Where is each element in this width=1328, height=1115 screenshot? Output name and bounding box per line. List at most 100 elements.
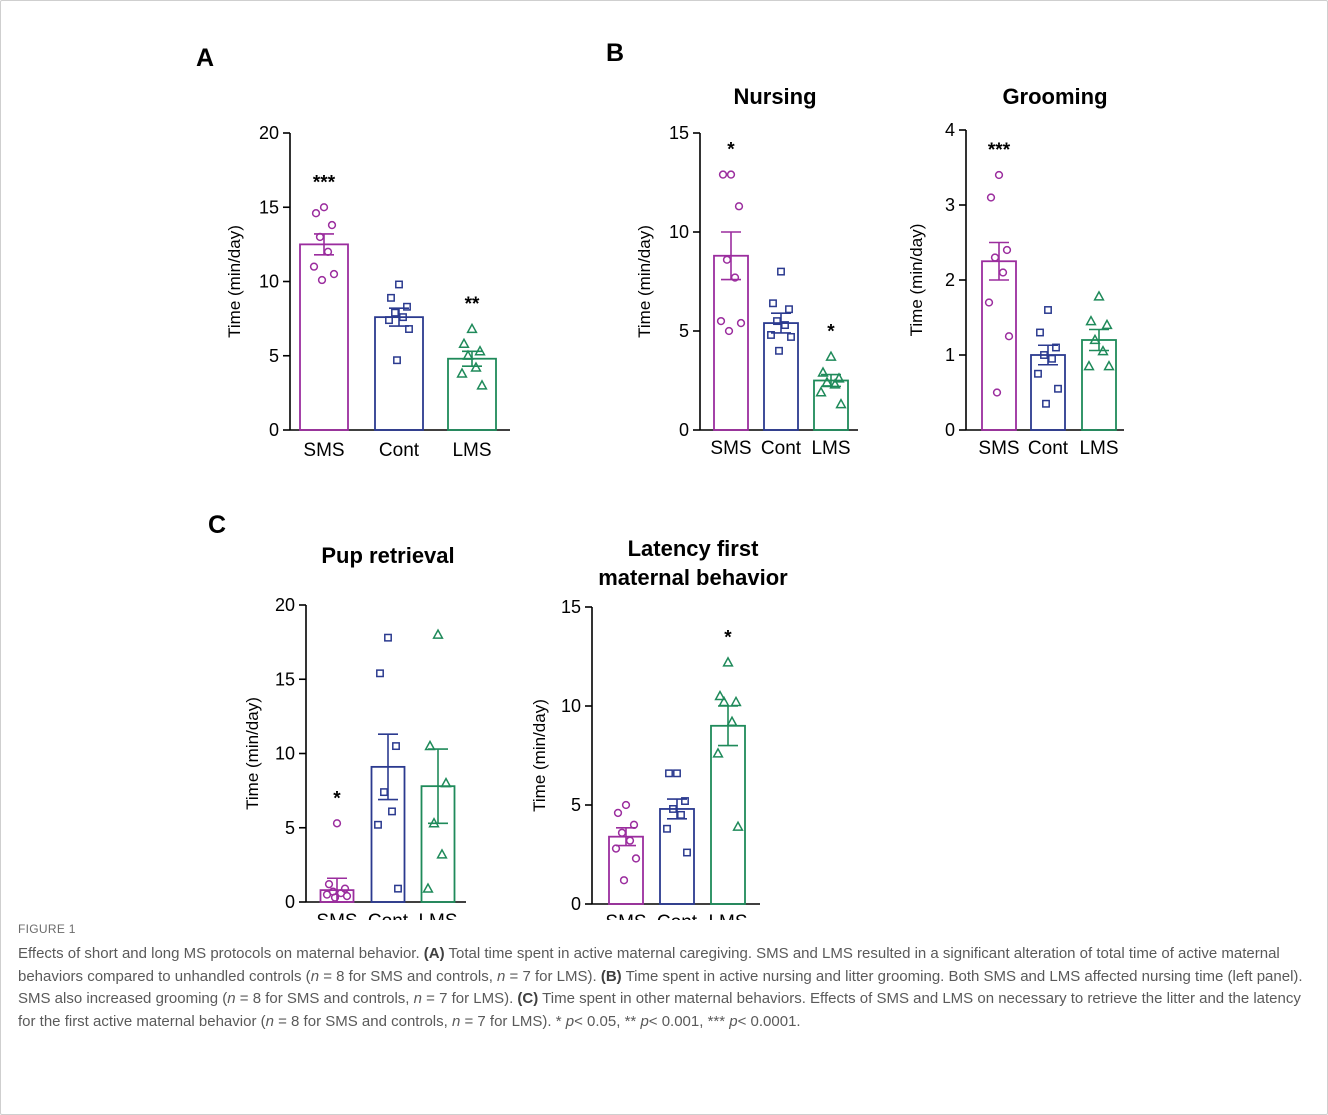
caption-fragment: n bbox=[310, 967, 320, 985]
data-point-cont bbox=[785, 305, 793, 314]
data-point-cont bbox=[391, 308, 399, 317]
data-point-cont bbox=[663, 824, 671, 833]
panel-letter: C bbox=[208, 511, 226, 539]
caption-fragment: n bbox=[451, 1012, 461, 1030]
data-point-sms bbox=[323, 247, 333, 256]
data-point-sms bbox=[625, 836, 635, 845]
data-point-cont bbox=[380, 788, 388, 797]
caption-fragment: p bbox=[640, 1012, 649, 1030]
bar-cont bbox=[659, 808, 695, 905]
x-tick-label: LMS bbox=[811, 438, 850, 459]
data-point-sms bbox=[315, 232, 325, 242]
caption-fragment: Time spent in active nursing and litter … bbox=[18, 967, 1303, 1008]
data-point-sms bbox=[722, 255, 732, 264]
caption-fragment: Effects of short and long MS protocols o… bbox=[18, 945, 424, 962]
data-point-sms bbox=[330, 893, 340, 902]
y-axis-label: Time (min/day) bbox=[530, 699, 549, 812]
data-point-lms bbox=[825, 350, 837, 361]
caption-fragment: p bbox=[565, 1012, 575, 1030]
chart-title: Pup retrieval bbox=[321, 543, 454, 568]
data-point-cont bbox=[677, 810, 685, 819]
y-tick-label: 10 bbox=[259, 272, 279, 292]
caption-fragment: < 0.05, ** bbox=[574, 1012, 641, 1030]
x-tick-label: SMS bbox=[978, 438, 1019, 459]
data-point-cont bbox=[673, 769, 681, 778]
data-point-cont bbox=[1054, 384, 1062, 393]
caption-panel-ref: (A) bbox=[423, 945, 445, 962]
chart-title: Grooming bbox=[1002, 84, 1107, 109]
data-point-cont bbox=[376, 669, 384, 678]
y-tick-label: 10 bbox=[275, 744, 295, 764]
figure-label: FIGURE 1 bbox=[18, 922, 76, 936]
data-point-sms bbox=[611, 844, 621, 853]
data-point-lms bbox=[835, 398, 847, 409]
data-point-cont bbox=[405, 325, 413, 333]
data-point-sms bbox=[736, 318, 746, 328]
caption-fragment: Time spent in other maternal behaviors. … bbox=[18, 990, 1301, 1030]
caption-text: Effects of short and long MS protocols o… bbox=[18, 943, 1310, 1033]
data-point-lms bbox=[730, 695, 742, 707]
chart-title: maternal behavior bbox=[598, 565, 788, 590]
data-point-sms bbox=[619, 876, 629, 885]
data-point-sms bbox=[342, 891, 352, 901]
data-point-lms bbox=[1093, 290, 1105, 301]
data-point-cont bbox=[385, 316, 393, 325]
data-point-lms bbox=[726, 715, 738, 726]
data-point-lms bbox=[821, 376, 833, 387]
x-tick-label: LMS bbox=[452, 440, 491, 461]
data-point-sms bbox=[617, 828, 627, 837]
y-axis-label: Time (min/day) bbox=[635, 225, 654, 338]
data-point-cont bbox=[683, 848, 691, 857]
bar-sms bbox=[713, 254, 749, 431]
caption-panel-ref: (B) bbox=[600, 967, 622, 985]
data-point-cont bbox=[769, 299, 777, 308]
x-tick-label: Cont bbox=[761, 438, 802, 459]
data-point-sms bbox=[629, 820, 639, 829]
data-point-cont bbox=[1042, 399, 1050, 408]
data-point-cont bbox=[781, 321, 789, 330]
data-point-cont bbox=[1036, 328, 1044, 337]
data-point-sms bbox=[994, 170, 1004, 180]
data-point-sms bbox=[734, 202, 744, 211]
significance-marker: * bbox=[827, 322, 835, 343]
data-point-sms bbox=[621, 800, 631, 810]
data-point-sms bbox=[990, 253, 1000, 262]
data-point-sms bbox=[716, 316, 726, 326]
y-tick-label: 20 bbox=[275, 595, 295, 615]
data-point-cont bbox=[392, 742, 400, 751]
data-point-sms bbox=[322, 890, 332, 899]
data-point-cont bbox=[773, 317, 781, 326]
y-tick-label: 15 bbox=[669, 123, 689, 143]
data-point-sms bbox=[631, 854, 641, 863]
y-tick-label: 2 bbox=[945, 270, 955, 290]
data-point-cont bbox=[1044, 306, 1052, 314]
data-point-sms bbox=[726, 170, 736, 179]
data-point-cont bbox=[399, 313, 407, 322]
data-point-lms bbox=[815, 386, 827, 397]
caption-fragment: n bbox=[265, 1012, 274, 1030]
caption-fragment: < 0.001, *** bbox=[648, 1012, 730, 1030]
data-point-lms bbox=[718, 695, 730, 707]
y-tick-label: 3 bbox=[945, 195, 955, 215]
x-tick-label: SMS bbox=[605, 912, 646, 920]
data-point-lms bbox=[833, 372, 845, 383]
data-point-sms bbox=[724, 326, 734, 336]
data-point-cont bbox=[393, 356, 401, 365]
x-tick-label: Cont bbox=[368, 911, 409, 920]
caption-fragment: n bbox=[227, 990, 236, 1007]
data-point-cont bbox=[403, 302, 411, 311]
data-point-sms bbox=[998, 268, 1008, 277]
data-point-sms bbox=[984, 298, 994, 307]
data-point-lms bbox=[1083, 360, 1095, 371]
caption-fragment: = 8 for SMS and controls, bbox=[319, 967, 498, 985]
data-point-cont bbox=[1052, 343, 1060, 352]
x-tick-label: LMS bbox=[418, 911, 457, 920]
data-point-cont bbox=[1034, 369, 1042, 378]
panel-letter: A bbox=[196, 44, 214, 72]
caption-fragment: = 8 for SMS and controls, bbox=[273, 1012, 452, 1030]
y-tick-label: 15 bbox=[561, 597, 581, 617]
data-point-lms bbox=[474, 345, 486, 356]
bar-sms bbox=[608, 835, 644, 905]
data-point-cont bbox=[387, 293, 395, 302]
y-tick-label: 0 bbox=[945, 420, 955, 440]
